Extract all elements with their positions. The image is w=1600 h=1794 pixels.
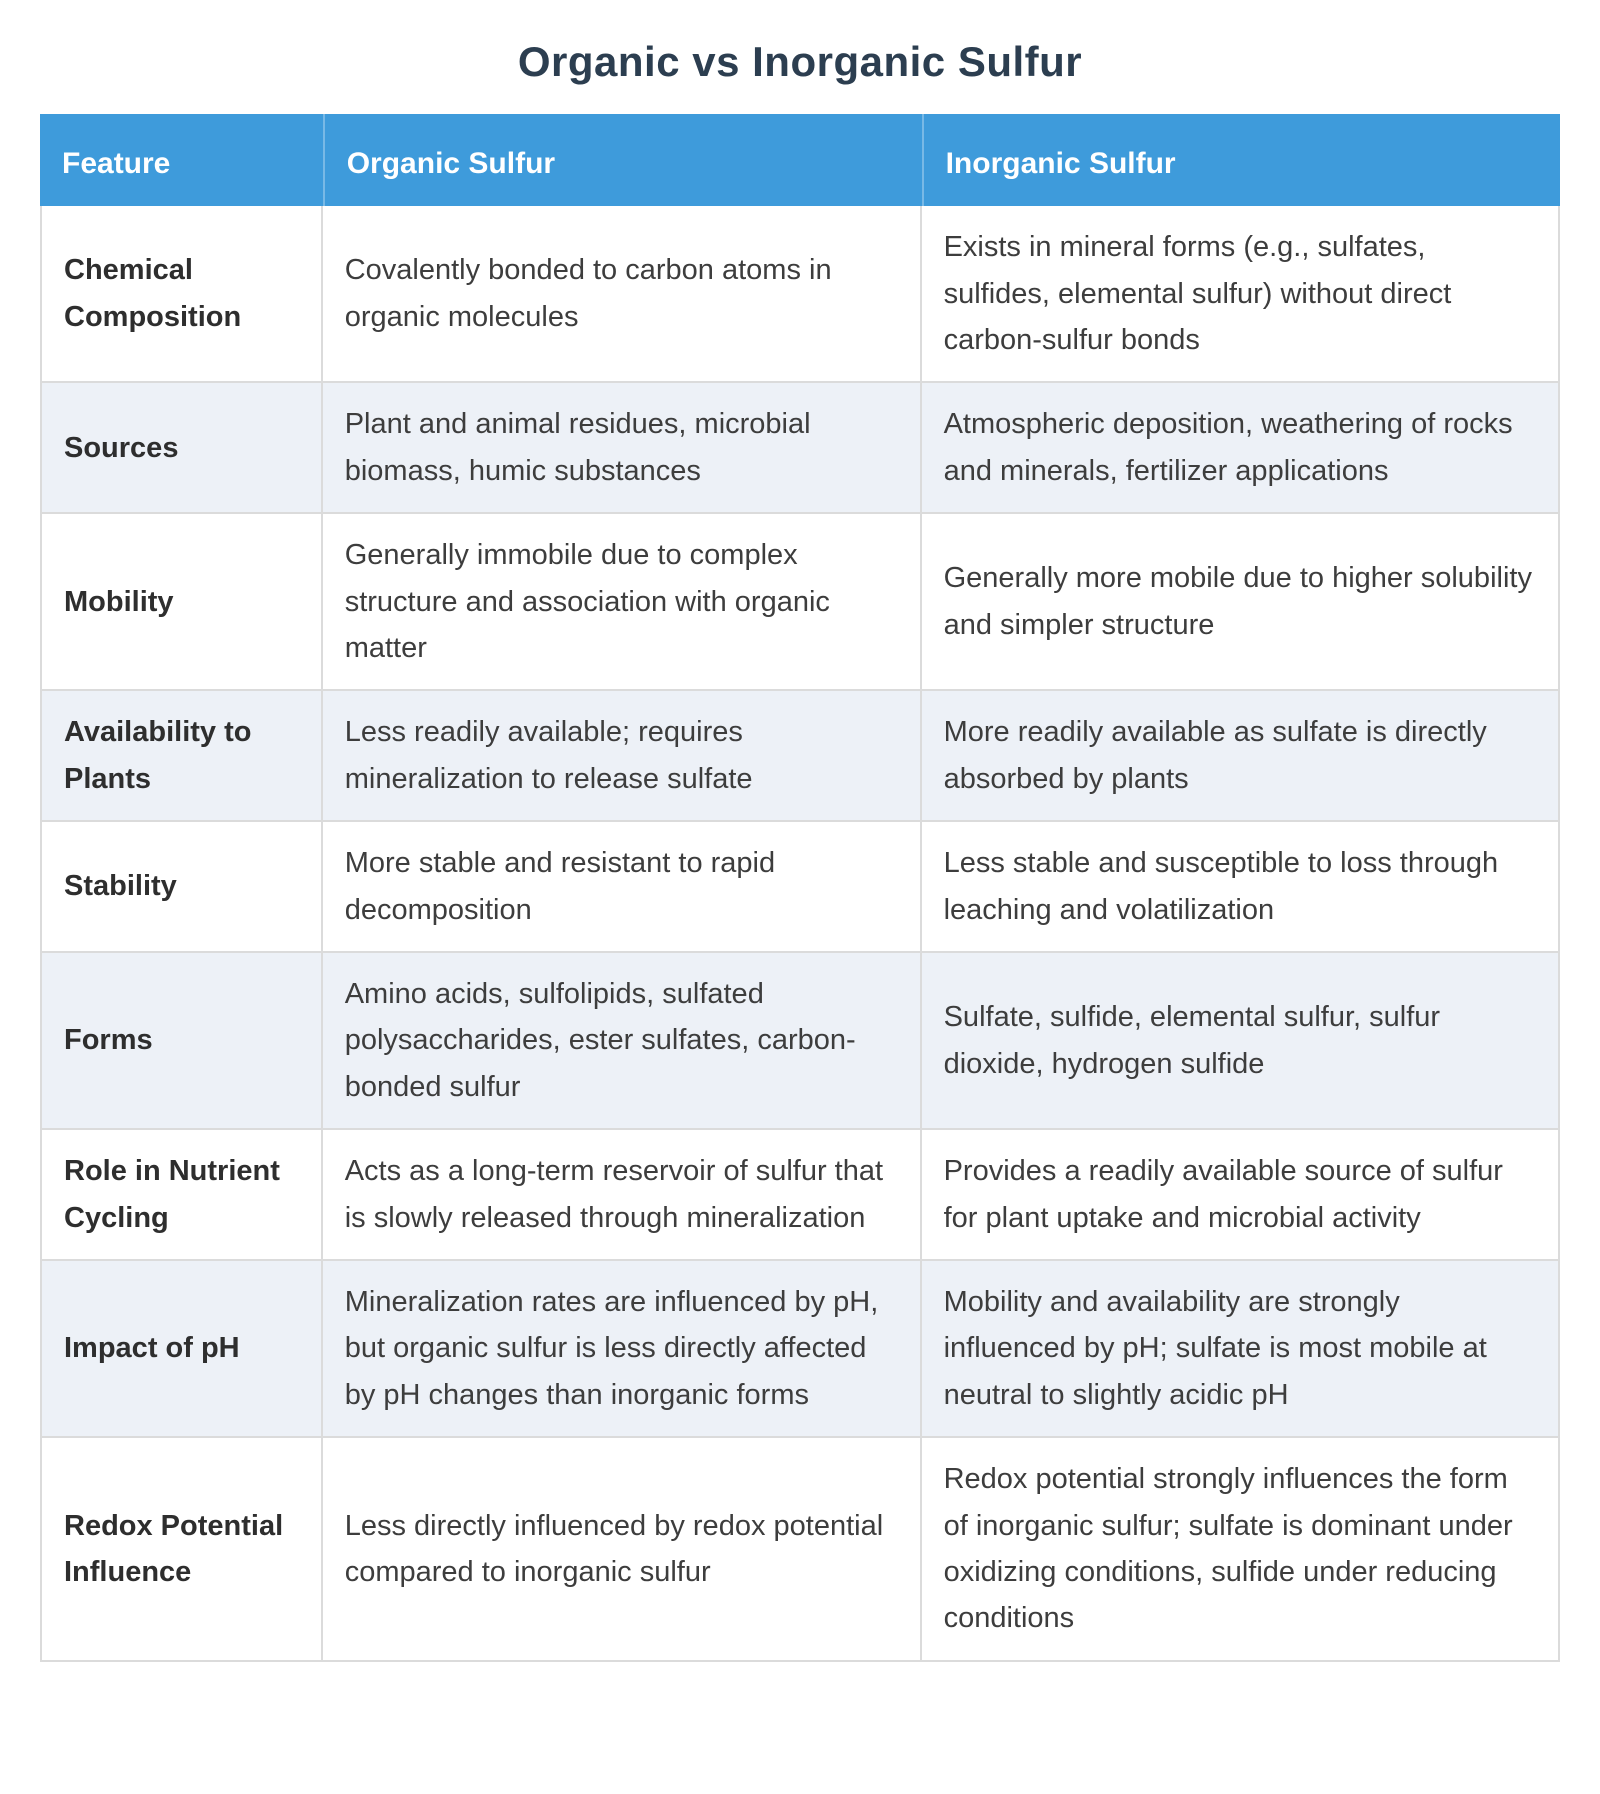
table-row: Stability More stable and resistant to r… (40, 822, 1560, 953)
feature-cell: Redox Potential Influence (40, 1438, 323, 1662)
organic-sulfur-cell: Plant and animal residues, microbial bio… (322, 383, 922, 515)
organic-sulfur-cell: Acts as a long-term reservoir of sulfur … (322, 1130, 922, 1261)
inorganic-sulfur-cell: Exists in mineral forms (e.g., sulfates,… (921, 206, 1560, 384)
comparison-table: Feature Organic Sulfur Inorganic Sulfur … (40, 114, 1560, 1662)
table-row: Sources Plant and animal residues, micro… (40, 383, 1560, 515)
feature-cell: Impact of pH (40, 1260, 323, 1439)
table-row: Redox Potential Influence Less directly … (40, 1438, 1560, 1662)
header-row: Feature Organic Sulfur Inorganic Sulfur (40, 114, 1560, 207)
inorganic-sulfur-cell: Generally more mobile due to higher solu… (921, 514, 1560, 692)
column-header-feature: Feature (40, 114, 323, 207)
feature-cell: Forms (40, 952, 323, 1131)
inorganic-sulfur-cell: More readily available as sulfate is dir… (921, 691, 1560, 823)
organic-sulfur-cell: Covalently bonded to carbon atoms in org… (322, 206, 922, 384)
feature-cell: Stability (40, 822, 323, 953)
feature-cell: Role in Nutrient Cycling (40, 1130, 323, 1261)
inorganic-sulfur-cell: Atmospheric deposition, weathering of ro… (921, 383, 1560, 515)
page-title: Organic vs Inorganic Sulfur (517, 38, 1083, 85)
column-header-organic-sulfur: Organic Sulfur (322, 114, 922, 207)
table-row: Forms Amino acids, sulfolipids, sulfated… (40, 952, 1560, 1131)
table-row: Chemical Composition Covalently bonded t… (40, 206, 1560, 384)
inorganic-sulfur-cell: Mobility and availability are strongly i… (921, 1260, 1560, 1439)
organic-sulfur-cell: Generally immobile due to complex struct… (322, 514, 922, 692)
table-row: Role in Nutrient Cycling Acts as a long-… (40, 1130, 1560, 1261)
inorganic-sulfur-cell: Redox potential strongly influences the … (921, 1438, 1560, 1662)
table-body: Chemical Composition Covalently bonded t… (40, 206, 1560, 1662)
table-row: Impact of pH Mineralization rates are in… (40, 1260, 1560, 1439)
organic-sulfur-cell: More stable and resistant to rapid decom… (322, 822, 922, 953)
feature-cell: Sources (40, 383, 323, 515)
inorganic-sulfur-cell: Sulfate, sulfide, elemental sulfur, sulf… (921, 952, 1560, 1131)
inorganic-sulfur-cell: Provides a readily available source of s… (921, 1130, 1560, 1261)
table-header: Feature Organic Sulfur Inorganic Sulfur (40, 114, 1560, 207)
feature-cell: Chemical Composition (40, 206, 323, 384)
inorganic-sulfur-cell: Less stable and susceptible to loss thro… (921, 822, 1560, 953)
column-header-inorganic-sulfur: Inorganic Sulfur (921, 114, 1560, 207)
organic-sulfur-cell: Amino acids, sulfolipids, sulfated polys… (322, 952, 922, 1131)
organic-sulfur-cell: Less directly influenced by redox potent… (322, 1438, 922, 1662)
feature-cell: Mobility (40, 514, 323, 692)
page-container: Organic vs Inorganic Sulfur Feature Orga… (40, 38, 1560, 1662)
table-row: Mobility Generally immobile due to compl… (40, 514, 1560, 692)
table-row: Availability to Plants Less readily avai… (40, 691, 1560, 823)
organic-sulfur-cell: Less readily available; requires mineral… (322, 691, 922, 823)
feature-cell: Availability to Plants (40, 691, 323, 823)
organic-sulfur-cell: Mineralization rates are influenced by p… (322, 1260, 922, 1439)
